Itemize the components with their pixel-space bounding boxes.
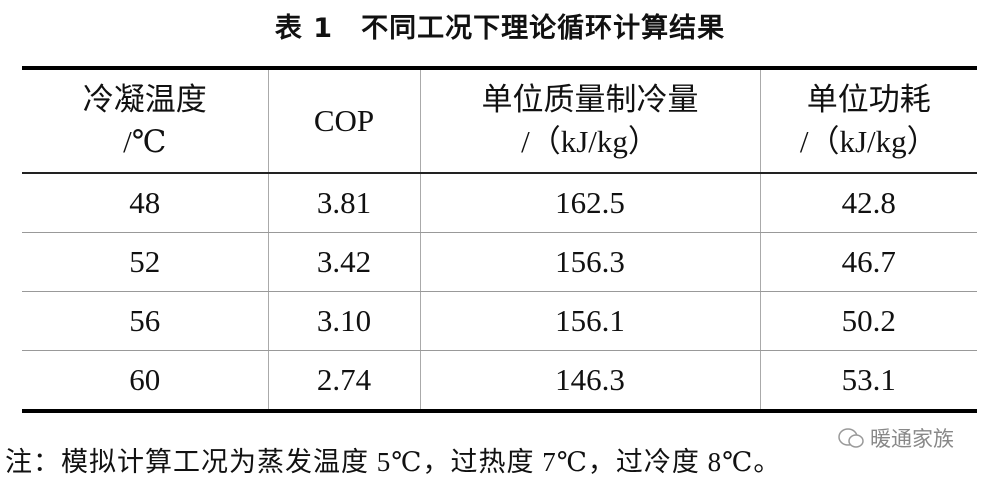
watermark-icon [838,428,864,448]
data-cell: 156.1 [419,291,760,351]
table-note: 注：模拟计算工况为蒸发温度 5℃，过热度 7℃，过冷度 8℃。 [5,447,782,477]
data-cell: 52 [22,232,268,292]
header-cell: 冷凝温度 /℃ [22,66,268,174]
header-line: COP [313,103,375,138]
data-cell: 48 [22,173,268,233]
header-line: /（kJ/kg） [521,124,659,159]
watermark-text: 暖通家族 [870,427,954,451]
data-cell: 2.74 [267,350,420,413]
header-line: /℃ [123,124,167,159]
data-cell: 46.7 [759,232,977,292]
table-title: 表 1 不同工况下理论循环计算结果 [274,13,726,44]
data-cell: 162.5 [419,173,760,233]
data-row: 56 3.10 156.1 50.2 [22,291,977,351]
data-cell: 3.81 [267,173,420,233]
data-cell: 3.10 [267,291,420,351]
header-line: 单位功耗 [806,82,931,117]
data-cell: 53.1 [759,350,977,413]
data-row: 48 3.81 162.5 42.8 [22,173,977,233]
header-cell: 单位质量制冷量 /（kJ/kg） [419,66,760,174]
data-row: 60 2.74 146.3 53.1 [22,350,977,413]
header-line: 冷凝温度 [82,82,207,117]
data-cell: 60 [22,350,268,413]
header-cell: COP [267,66,420,174]
header-line: 单位质量制冷量 [481,82,699,117]
data-cell: 50.2 [759,291,977,351]
header-cell: 单位功耗 /（kJ/kg） [759,66,977,174]
header-line: /（kJ/kg） [799,124,938,159]
result-table: 冷凝温度/℃ COP 单位质量制冷量/（kJ/kg） 单位功耗/（kJ/kg） 48 3.… [22,66,977,413]
data-cell: 56 [22,291,268,351]
data-row: 52 3.42 156.3 46.7 [22,232,977,292]
data-cell: 42.8 [759,173,977,233]
header-row: 冷凝温度 /℃ COP 单位质量制冷量 /（kJ/kg） 单位功耗 /（kJ/kg） [22,66,977,174]
data-cell: 146.3 [419,350,760,413]
data-cell: 3.42 [267,232,420,292]
data-cell: 156.3 [419,232,760,292]
watermark: 暖通家族 [838,423,954,453]
